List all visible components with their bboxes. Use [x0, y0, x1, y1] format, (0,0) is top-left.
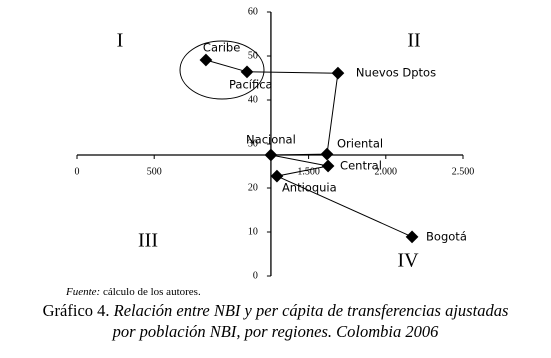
y-tick-label: 20	[248, 182, 258, 193]
y-tick-label: 40	[248, 94, 258, 105]
point	[264, 148, 278, 162]
point-label: Oriental	[337, 137, 383, 151]
source-label: Fuente:	[66, 286, 101, 298]
connector-line	[205, 59, 413, 238]
caption: Gráfico 4. Relación entre NBI y per cápi…	[0, 300, 551, 342]
x-tick-label: 2.000	[375, 166, 398, 177]
point-label: Caribe	[203, 40, 240, 54]
point	[199, 53, 213, 67]
x-tick-label: 500	[147, 166, 162, 177]
y-tick-label: 50	[248, 50, 258, 61]
y-tick-label: 0	[253, 270, 258, 281]
point-label: Pacífica	[229, 77, 273, 91]
y-tick-label: 60	[248, 6, 258, 17]
y-tick-label: 10	[248, 226, 258, 237]
caption-label: Gráfico 4.	[42, 301, 110, 320]
point-label: Bogotá	[426, 229, 467, 243]
x-tick-label: 2.500	[452, 166, 475, 177]
point	[405, 230, 419, 244]
point	[270, 169, 284, 183]
quadrant-label: IV	[397, 250, 419, 272]
point-label: Antioquia	[282, 181, 337, 195]
point-label: Central	[340, 159, 382, 173]
quadrant-label: III	[138, 230, 158, 252]
point	[321, 159, 335, 173]
caption-line: Relación entre NBI y per cápita de trans…	[113, 301, 509, 320]
quadrant-label: II	[407, 30, 420, 52]
quadrant-label: I	[117, 30, 124, 52]
point	[240, 65, 254, 79]
point-label: Nacional	[246, 133, 296, 147]
x-tick-label: 0	[75, 166, 80, 177]
caption-line: por población NBI, por regiones. Colombi…	[112, 322, 439, 341]
source: Fuente: cálculo de los autores.	[66, 286, 201, 298]
y-tick-label: 30	[248, 138, 258, 149]
point	[331, 66, 345, 80]
source-text: cálculo de los autores.	[102, 286, 201, 298]
highlight-ellipse	[179, 40, 265, 100]
point	[320, 147, 334, 161]
x-tick-label: 1.500	[297, 166, 320, 177]
point-label: Nuevos Dptos	[356, 66, 436, 80]
